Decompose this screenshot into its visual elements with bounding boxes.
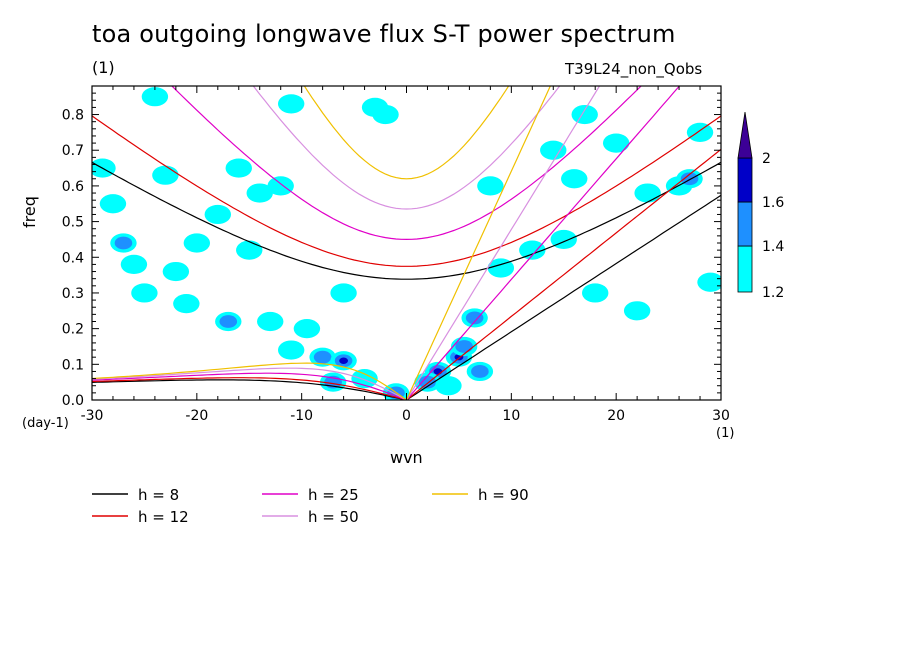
contour-patch: [571, 104, 598, 125]
dispersion-curve: [92, 379, 407, 400]
dispersion-curve: [303, 86, 510, 180]
colorbar-extend-arrow: [737, 111, 753, 159]
legend-label: h = 12: [138, 508, 189, 526]
contour-patch: [131, 283, 158, 303]
contour-patch: [246, 183, 273, 203]
contour-patch: [114, 236, 133, 250]
dispersion-curve: [406, 86, 681, 400]
contour-patch: [471, 365, 489, 378]
dispersion-curve: [405, 86, 601, 400]
contour-patch: [582, 283, 609, 303]
x-tick-label: 30: [712, 408, 730, 424]
contour-patch: [455, 340, 473, 353]
colorbar-label: 1.4: [762, 239, 784, 255]
contour-patch: [99, 194, 127, 214]
contour-patch: [433, 368, 443, 375]
y-tick-label: 0.4: [62, 250, 84, 266]
contour-patch: [277, 94, 305, 114]
dispersion-curve: [92, 115, 721, 267]
chart-unit-label: (1): [92, 58, 115, 77]
contour-patch: [225, 158, 252, 178]
y-tick-label: 0.1: [62, 357, 84, 373]
colorbar: 1.2 1.4 1.6 2: [737, 111, 784, 301]
contour-patch: [561, 169, 588, 189]
x-tick-label: -10: [290, 408, 313, 424]
x-tick-label: 0: [402, 408, 411, 424]
y-tick-label: 0.6: [62, 179, 84, 195]
contour-shading: [92, 87, 721, 400]
contour-patch: [277, 340, 305, 360]
contour-patch: [634, 183, 661, 203]
contour-patch: [418, 375, 437, 389]
dispersion-curve: [92, 367, 407, 400]
colorbar-label: 2: [762, 151, 771, 167]
dispersion-curve: [406, 194, 721, 400]
x-axis-label: wvn: [390, 448, 423, 467]
contour-patch: [686, 122, 714, 142]
contour-patch: [623, 301, 651, 321]
y-tick-label: 0.7: [62, 143, 84, 159]
contour-patch: [465, 311, 484, 325]
dispersion-curves: [92, 86, 721, 400]
y-axis-unit: (day-1): [22, 416, 69, 431]
x-axis-unit: (1): [716, 426, 735, 441]
legend-label: h = 50: [308, 508, 359, 526]
contour-patch: [339, 357, 348, 364]
contour-patch: [257, 311, 284, 332]
contour-patch: [372, 104, 399, 125]
contour-patch: [293, 319, 321, 339]
x-tick-label: 10: [502, 408, 520, 424]
contour-patch: [183, 233, 211, 253]
dispersion-curve: [171, 86, 642, 241]
contour-patch: [477, 176, 504, 196]
contour-patch: [519, 240, 546, 260]
colorbar-label: 1.2: [762, 285, 784, 301]
legend-label: h = 8: [138, 486, 179, 504]
dispersion-curve: [92, 372, 407, 400]
legend-label: h = 25: [308, 486, 359, 504]
y-tick-label: 0.2: [62, 322, 84, 338]
contour-patch: [120, 254, 148, 275]
contour-patch: [435, 376, 462, 396]
y-tick-label: 0.8: [62, 108, 84, 124]
dispersion-curve: [92, 377, 407, 400]
legend-label: h = 90: [478, 486, 529, 504]
legend: h = 8 h = 12 h = 25 h = 50 h = 90: [92, 486, 529, 526]
y-tick-label: 0.3: [62, 286, 84, 302]
contour-patch: [162, 261, 190, 282]
colorbar-segment: [737, 245, 753, 293]
axis-ticks: -30 -20 -10 0 10 20 30 0.0 0.1 0.2 0.3 0.4 0.5 0.6 0.7…: [62, 85, 730, 424]
experiment-name: T39L24_non_Qobs: [565, 60, 703, 78]
y-tick-label: 0.0: [62, 393, 84, 409]
contour-patch: [330, 283, 357, 303]
x-tick-label: -20: [185, 408, 208, 424]
contour-patch: [697, 272, 721, 292]
contour-patch: [313, 350, 332, 364]
dispersion-curve: [92, 161, 721, 280]
chart-title: toa outgoing longwave flux S-T power spe…: [92, 20, 676, 48]
dispersion-curve: [252, 86, 561, 210]
colorbar-segment: [737, 201, 753, 247]
contour-patch: [141, 87, 169, 107]
colorbar-label: 1.6: [762, 195, 784, 211]
y-tick-label: 0.5: [62, 215, 84, 231]
dispersion-curve: [92, 362, 407, 400]
contour-patch: [173, 294, 200, 314]
contour-patch: [204, 204, 231, 225]
contour-patch: [540, 140, 567, 160]
x-tick-label: -30: [81, 408, 104, 424]
dispersion-curve: [405, 86, 552, 400]
contour-patch: [152, 165, 179, 185]
contour-patch: [219, 315, 238, 328]
contour-patch: [487, 258, 515, 278]
contour-patch: [602, 133, 630, 153]
colorbar-segment: [737, 157, 753, 203]
x-tick-label: 20: [607, 408, 625, 424]
contour-patch: [267, 176, 294, 196]
dispersion-curve: [406, 148, 721, 400]
contour-patch: [236, 240, 263, 260]
